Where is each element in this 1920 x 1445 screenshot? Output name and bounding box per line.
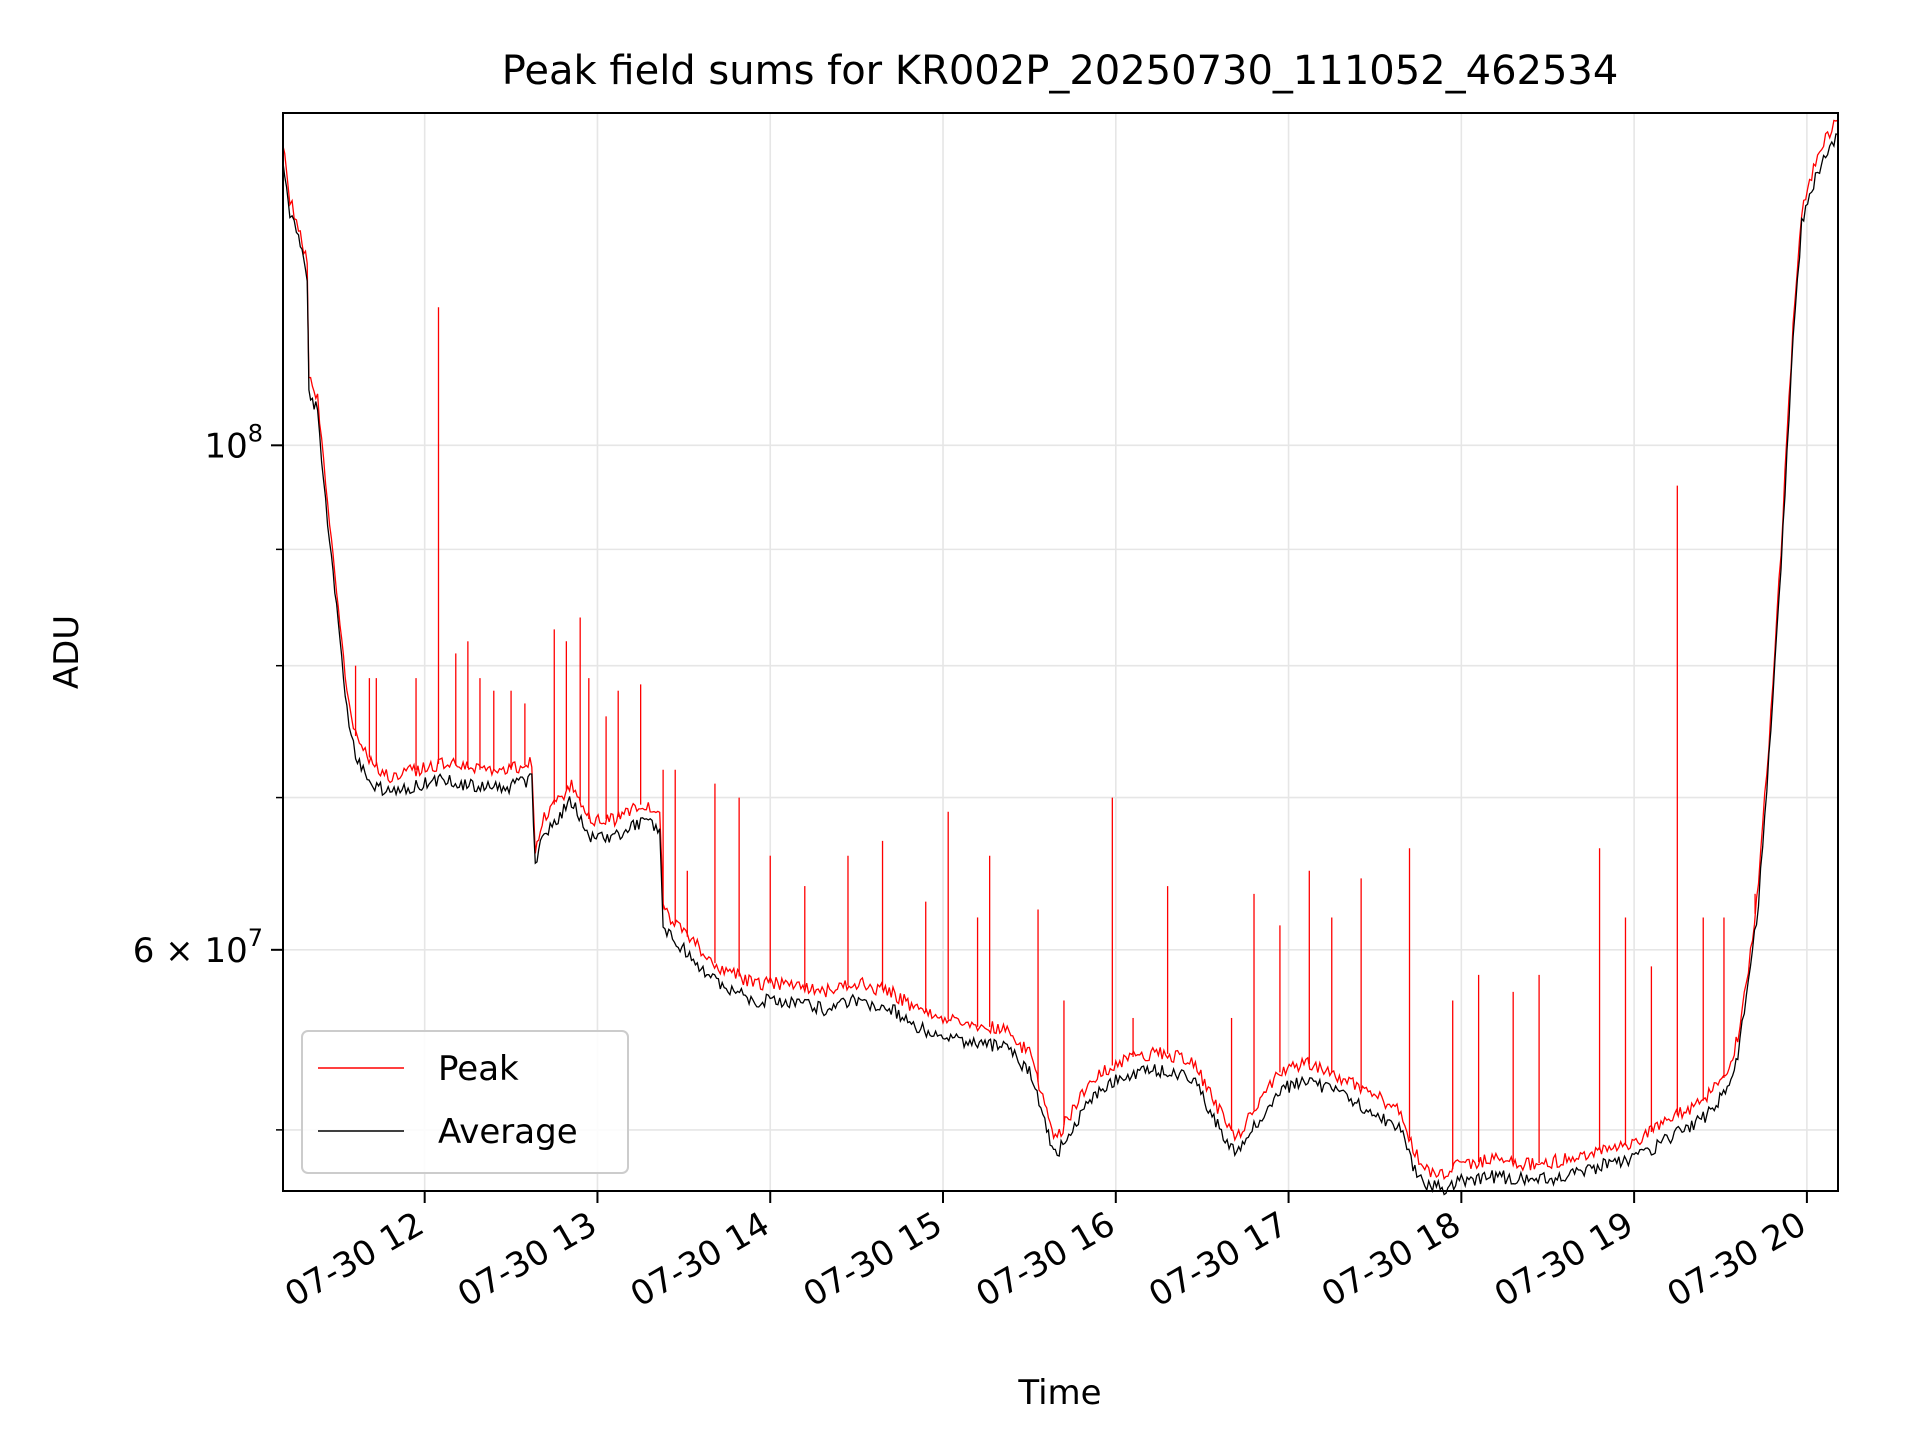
chart-title: Peak field sums for KR002P_20250730_1110… <box>502 48 1619 94</box>
y-tick-label: 108 <box>204 419 263 466</box>
y-tick-label: 6 × 107 <box>133 924 263 971</box>
legend-label-peak: Peak <box>438 1049 519 1089</box>
legend: Peak Average <box>301 1030 629 1174</box>
series-line-average <box>282 133 1839 1196</box>
plot-area <box>282 119 1839 1196</box>
axes-frame <box>282 112 1839 1192</box>
series-line-peak <box>282 119 1839 1181</box>
grid <box>283 113 1838 1191</box>
y-axis-label: ADU <box>47 615 87 689</box>
legend-box <box>301 1030 629 1174</box>
x-axis-label: Time <box>1017 1373 1101 1413</box>
legend-label-average: Average <box>438 1112 578 1152</box>
